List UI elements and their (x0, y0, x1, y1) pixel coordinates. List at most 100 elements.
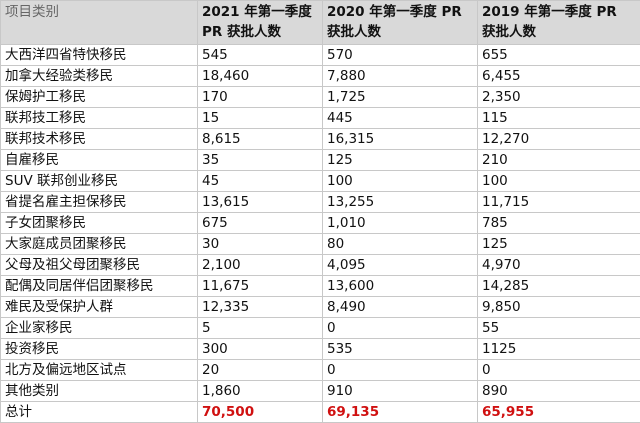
value-cell: 13,600 (323, 276, 478, 297)
value-cell: 55 (478, 318, 640, 339)
value-cell: 1125 (478, 339, 640, 360)
value-cell: 675 (198, 213, 323, 234)
header-line: 2021 年第一季度 (202, 2, 318, 22)
category-cell: 加拿大经验类移民 (1, 66, 198, 87)
value-cell: 4,095 (323, 255, 478, 276)
value-cell: 13,615 (198, 192, 323, 213)
value-cell: 300 (198, 339, 323, 360)
category-cell: 省提名雇主担保移民 (1, 192, 198, 213)
category-cell: SUV 联邦创业移民 (1, 171, 198, 192)
category-cell: 联邦技工移民 (1, 108, 198, 129)
value-cell: 20 (198, 360, 323, 381)
header-line: 2019 年第一季度 PR (482, 2, 636, 22)
value-cell: 125 (478, 234, 640, 255)
value-cell: 910 (323, 381, 478, 402)
value-cell: 445 (323, 108, 478, 129)
value-cell: 65,955 (478, 402, 640, 423)
category-cell: 难民及受保护人群 (1, 297, 198, 318)
value-cell: 100 (323, 171, 478, 192)
value-cell: 170 (198, 87, 323, 108)
value-cell: 69,135 (323, 402, 478, 423)
value-cell: 1,860 (198, 381, 323, 402)
category-cell: 企业家移民 (1, 318, 198, 339)
value-cell: 30 (198, 234, 323, 255)
category-cell: 大西洋四省特快移民 (1, 45, 198, 66)
value-cell: 2,350 (478, 87, 640, 108)
value-cell: 14,285 (478, 276, 640, 297)
value-cell: 0 (323, 318, 478, 339)
category-cell: 总计 (1, 402, 198, 423)
value-cell: 0 (323, 360, 478, 381)
category-cell: 自雇移民 (1, 150, 198, 171)
value-cell: 8,490 (323, 297, 478, 318)
value-cell: 125 (323, 150, 478, 171)
value-cell: 655 (478, 45, 640, 66)
category-cell: 投资移民 (1, 339, 198, 360)
value-cell: 12,270 (478, 129, 640, 150)
header-line: 获批人数 (327, 22, 473, 42)
header-line: PR 获批人数 (202, 22, 318, 42)
value-cell: 13,255 (323, 192, 478, 213)
header-line: 获批人数 (482, 22, 636, 42)
value-cell: 35 (198, 150, 323, 171)
value-cell: 5 (198, 318, 323, 339)
category-cell: 联邦技术移民 (1, 129, 198, 150)
value-cell: 80 (323, 234, 478, 255)
value-cell: 4,970 (478, 255, 640, 276)
category-cell: 保姆护工移民 (1, 87, 198, 108)
value-cell: 7,880 (323, 66, 478, 87)
category-cell: 北方及偏远地区试点 (1, 360, 198, 381)
value-cell: 210 (478, 150, 640, 171)
value-cell: 16,315 (323, 129, 478, 150)
value-cell: 70,500 (198, 402, 323, 423)
value-cell: 8,615 (198, 129, 323, 150)
category-cell: 父母及祖父母团聚移民 (1, 255, 198, 276)
value-cell: 545 (198, 45, 323, 66)
category-cell: 其他类别 (1, 381, 198, 402)
value-cell: 785 (478, 213, 640, 234)
category-cell: 配偶及同居伴侣团聚移民 (1, 276, 198, 297)
value-cell: 18,460 (198, 66, 323, 87)
value-cell: 15 (198, 108, 323, 129)
header-cell: 项目类别 (1, 1, 198, 45)
value-cell: 45 (198, 171, 323, 192)
value-cell: 570 (323, 45, 478, 66)
value-cell: 100 (478, 171, 640, 192)
category-cell: 子女团聚移民 (1, 213, 198, 234)
value-cell: 1,725 (323, 87, 478, 108)
value-cell: 1,010 (323, 213, 478, 234)
category-cell: 大家庭成员团聚移民 (1, 234, 198, 255)
value-cell: 9,850 (478, 297, 640, 318)
value-cell: 6,455 (478, 66, 640, 87)
value-cell: 115 (478, 108, 640, 129)
value-cell: 0 (478, 360, 640, 381)
value-cell: 535 (323, 339, 478, 360)
value-cell: 11,715 (478, 192, 640, 213)
value-cell: 12,335 (198, 297, 323, 318)
value-cell: 11,675 (198, 276, 323, 297)
